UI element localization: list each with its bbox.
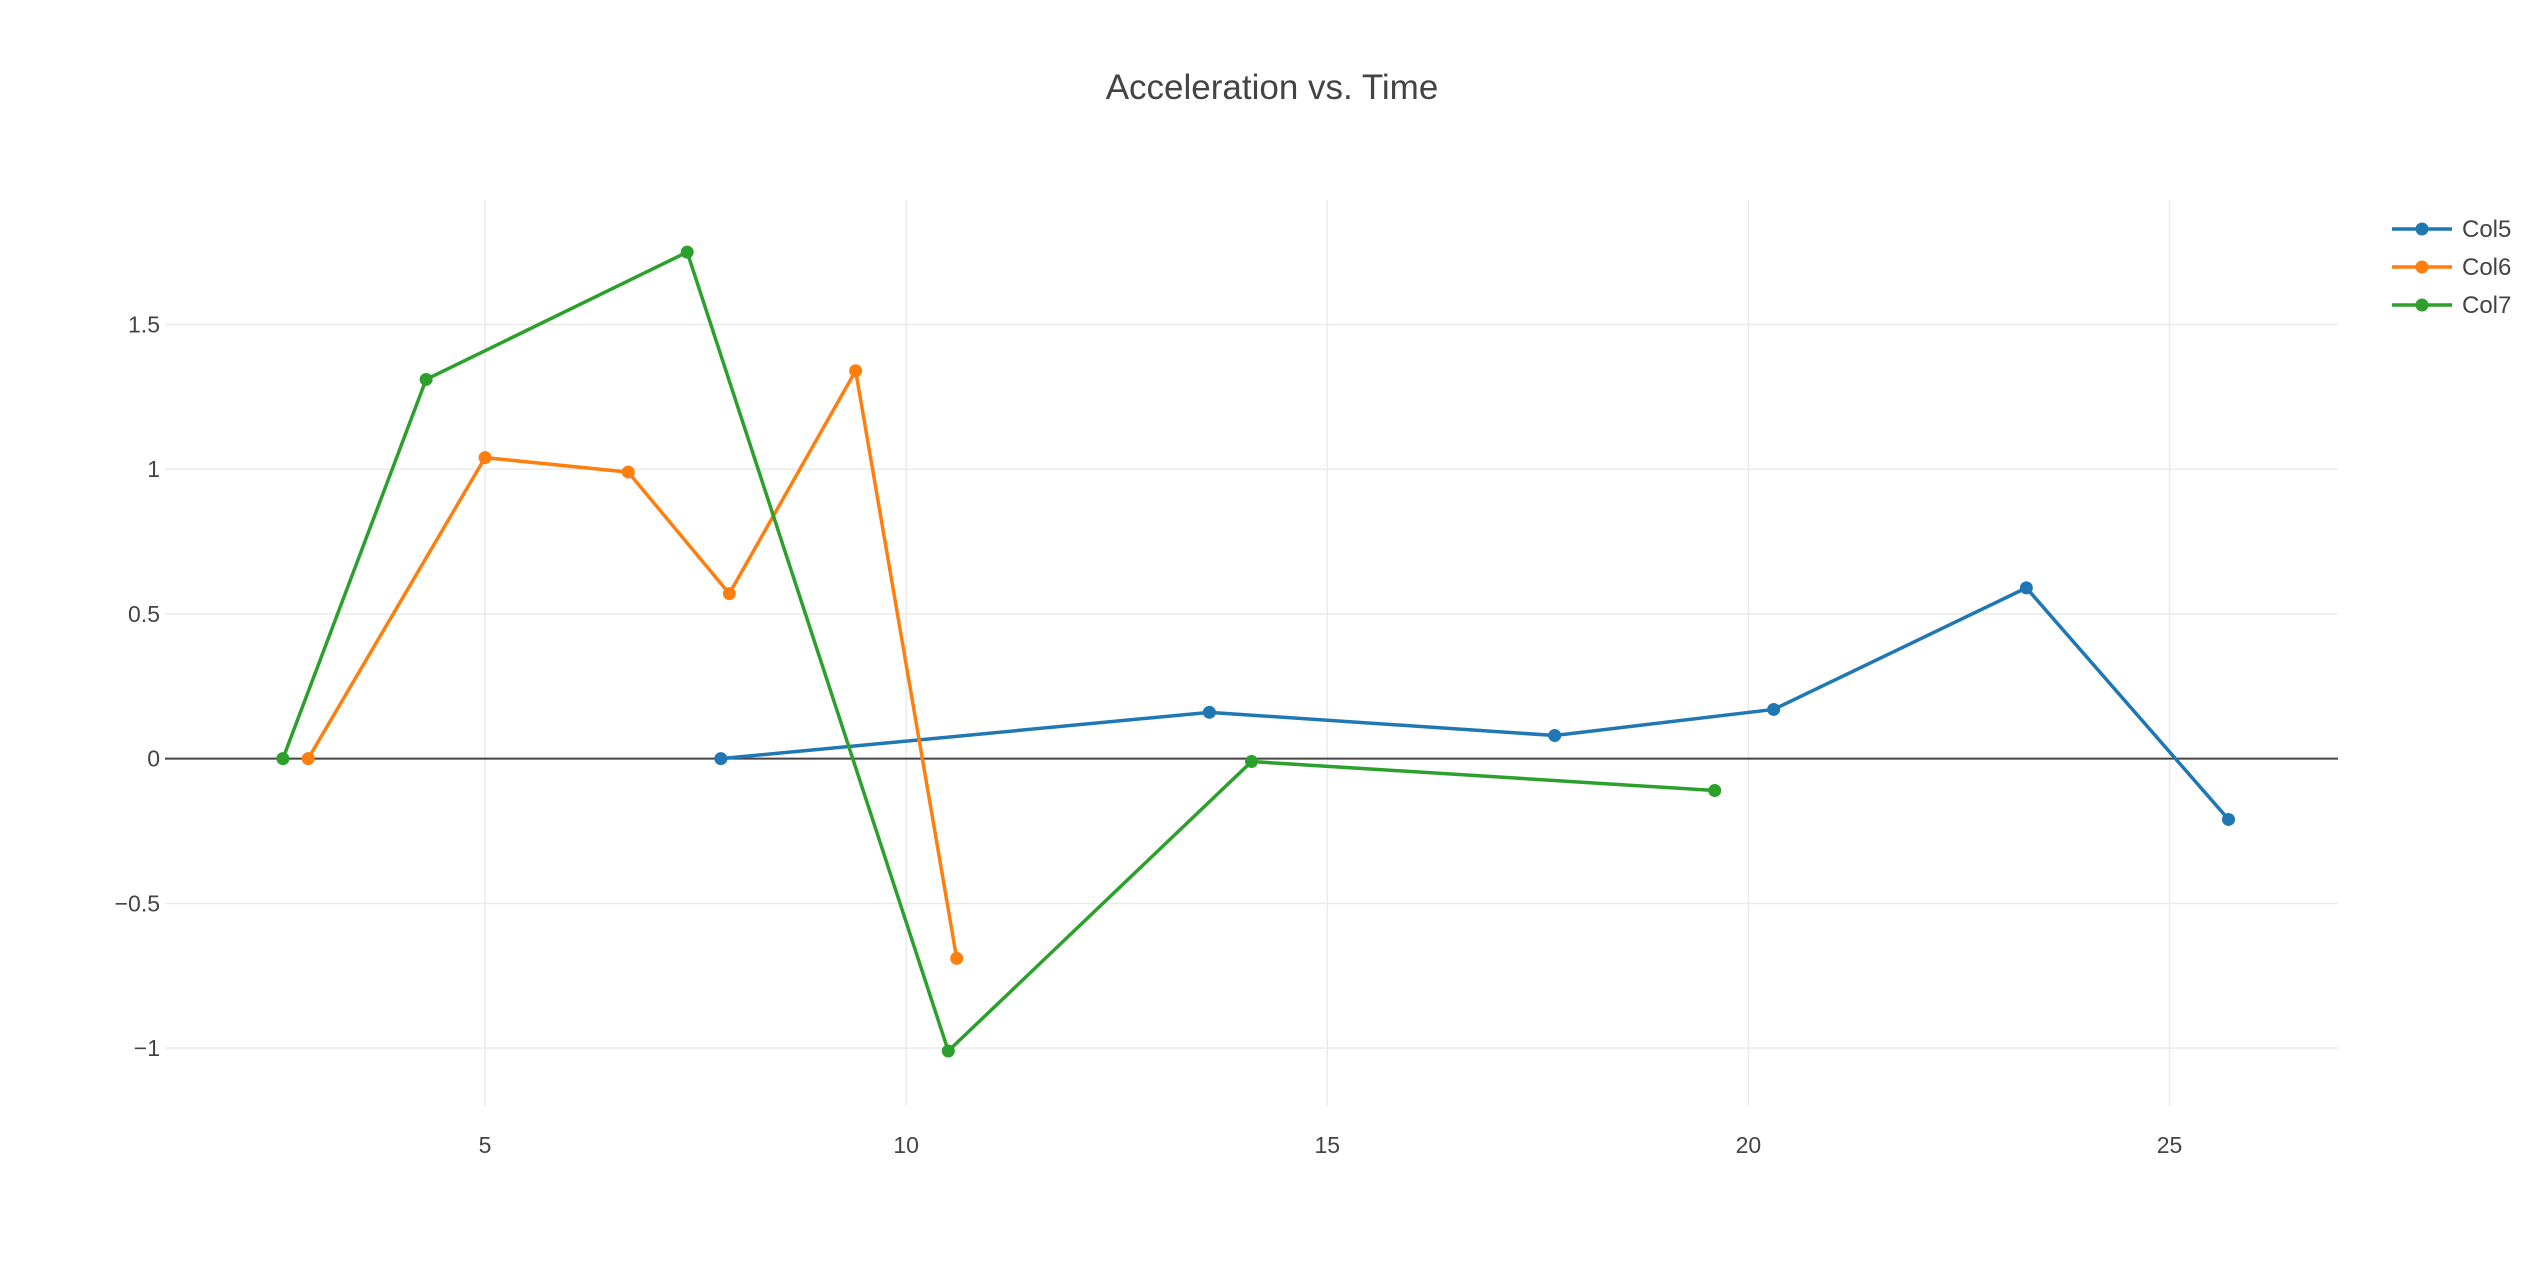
legend-label: Col7 xyxy=(2462,292,2511,319)
data-point[interactable] xyxy=(2222,812,2236,826)
series-col6 xyxy=(301,364,964,965)
legend-label: Col5 xyxy=(2462,216,2511,243)
legend[interactable]: Col5 Col6 Col7 xyxy=(2392,216,2511,319)
data-point[interactable] xyxy=(301,752,315,766)
data-point[interactable] xyxy=(276,752,290,766)
data-point[interactable] xyxy=(714,752,728,766)
series-line xyxy=(719,586,2231,822)
x-tick-label: 20 xyxy=(1736,1132,1762,1158)
data-point[interactable] xyxy=(419,372,433,386)
y-tick-label: 1 xyxy=(147,456,160,482)
data-point[interactable] xyxy=(1548,728,1562,742)
series-line xyxy=(281,250,1717,1053)
data-point[interactable] xyxy=(722,587,736,601)
x-tick-label: 10 xyxy=(893,1132,919,1158)
x-tick-label: 5 xyxy=(479,1132,492,1158)
y-tick-label: 1.5 xyxy=(128,311,160,337)
data-point[interactable] xyxy=(1245,755,1258,769)
y-tick-label: −1 xyxy=(134,1035,160,1061)
legend-swatch-marker xyxy=(2415,222,2429,236)
data-point[interactable] xyxy=(1708,783,1722,797)
data-point[interactable] xyxy=(950,951,964,965)
y-tick-label: 0 xyxy=(147,746,160,772)
legend-item-col5[interactable]: Col5 xyxy=(2392,216,2511,243)
x-tick-label: 15 xyxy=(1315,1132,1341,1158)
legend-swatch-marker xyxy=(2415,298,2429,312)
data-point[interactable] xyxy=(941,1044,955,1058)
chart-title: Acceleration vs. Time xyxy=(1106,68,1439,107)
axis-ticks: 5 10 15 20 25 −1 −0.5 0 0.5 1 1.5 xyxy=(115,311,2183,1158)
series-col5 xyxy=(714,581,2236,826)
grid-lines xyxy=(165,200,2338,1106)
data-point[interactable] xyxy=(1767,702,1781,716)
data-point[interactable] xyxy=(2019,581,2033,595)
data-point[interactable] xyxy=(478,451,492,465)
y-tick-label: 0.5 xyxy=(128,601,160,627)
y-tick-label: −0.5 xyxy=(115,890,160,916)
data-point[interactable] xyxy=(680,245,694,259)
legend-swatch-marker xyxy=(2415,260,2429,274)
x-tick-label: 25 xyxy=(2157,1132,2183,1158)
series-group xyxy=(276,245,2236,1058)
legend-item-col7[interactable]: Col7 xyxy=(2392,292,2511,319)
series-line xyxy=(306,369,959,961)
series-col7 xyxy=(276,245,1722,1058)
data-point[interactable] xyxy=(1202,705,1216,719)
data-point[interactable] xyxy=(621,465,635,479)
legend-item-col6[interactable]: Col6 xyxy=(2392,254,2511,281)
legend-label: Col6 xyxy=(2462,254,2511,281)
data-point[interactable] xyxy=(849,364,863,378)
